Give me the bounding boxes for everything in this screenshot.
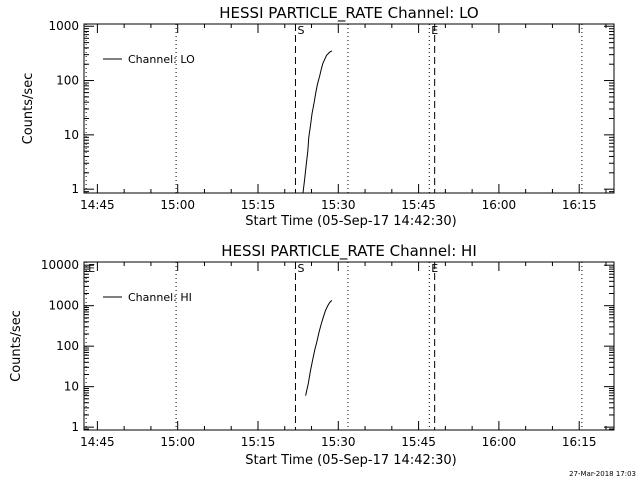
y-tick-label: 1000 [48,299,79,313]
series-line [302,50,333,194]
chart-title: HESSI PARTICLE_RATE Channel: LO [219,4,478,23]
x-tick-label: 15:30 [321,435,356,449]
y-axis-label: Counts/sec [21,73,36,145]
x-tick-label: 14:45 [80,435,115,449]
x-tick-label: 15:00 [160,198,195,212]
legend-label: Channel: HI [128,291,192,304]
y-tick-label: 1 [71,182,79,196]
plot-frame [83,23,615,194]
chart-panel-1: HESSI PARTICLE_RATE Channel: LO Start Tim… [21,4,615,229]
y-tick-label: 10000 [41,258,79,272]
y-tick-label: 1000 [48,19,79,33]
marker-label: S [297,262,304,275]
x-tick-label: 15:45 [401,435,436,449]
chart-panel-2: HESSI PARTICLE_RATE Channel: HI Start Tim… [9,242,615,468]
x-tick-label: 16:15 [562,435,597,449]
y-tick-label: 10 [64,380,79,394]
x-tick-label: 15:00 [160,435,195,449]
x-tick-label: 16:00 [482,435,517,449]
x-axis-label: Start Time (05-Sep-17 14:42:30) [245,214,456,229]
series-line [305,300,333,396]
plot-frame [83,261,615,431]
marker-label: E [88,262,95,275]
x-tick-label: 15:30 [321,198,356,212]
y-tick-label: 1 [71,420,79,434]
legend-label: Channel: LO [128,53,195,66]
x-tick-label: 15:15 [241,435,276,449]
marker-label: S [297,24,304,37]
x-tick-label: 15:45 [401,198,436,212]
x-tick-label: 16:15 [562,198,597,212]
chart-title: HESSI PARTICLE_RATE Channel: HI [221,242,477,261]
y-tick-label: 100 [56,74,79,88]
x-tick-label: 14:45 [80,198,115,212]
x-axis-label: Start Time (05-Sep-17 14:42:30) [245,453,456,468]
x-tick-label: 16:00 [482,198,517,212]
y-axis-label: Counts/sec [9,310,24,382]
y-tick-label: 100 [56,339,79,353]
plot-timestamp: 27-Mar-2018 17:03 [569,470,636,478]
y-tick-label: 10 [64,128,79,142]
x-tick-label: 15:15 [241,198,276,212]
